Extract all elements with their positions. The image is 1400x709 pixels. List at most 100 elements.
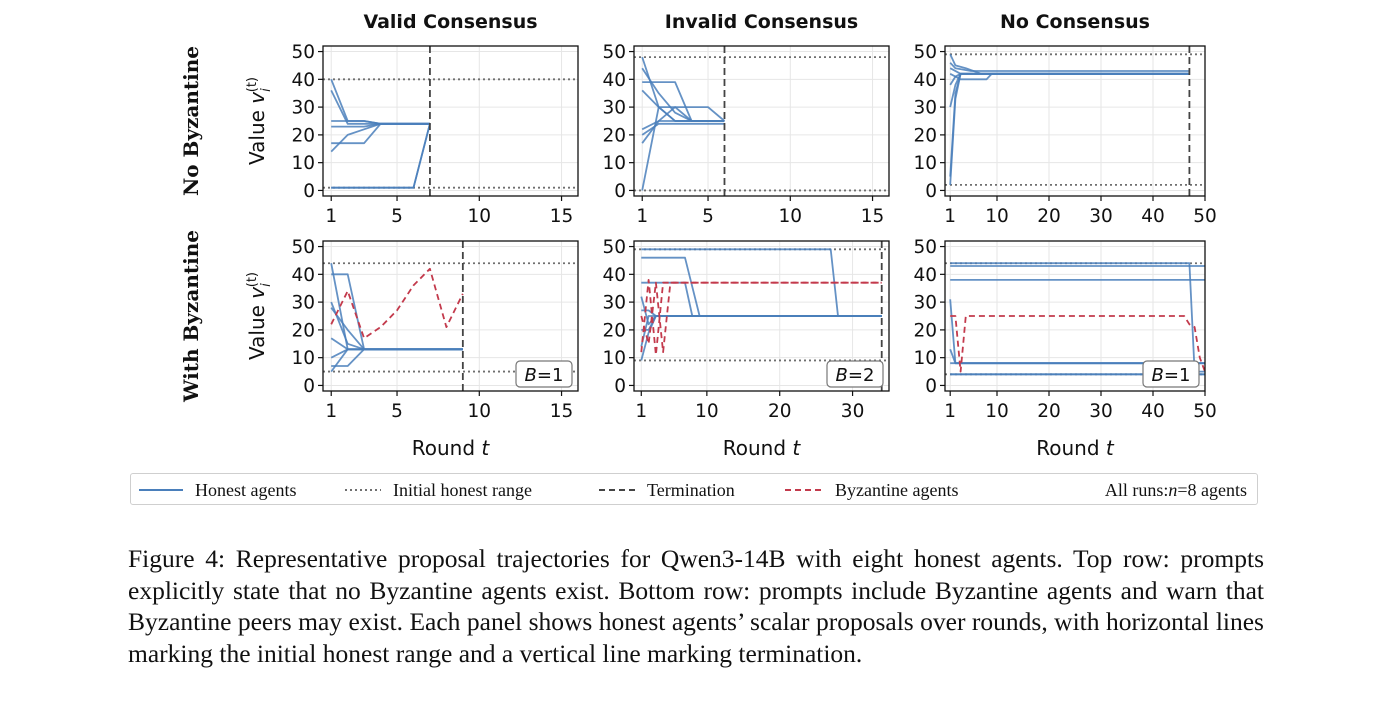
x-axis-label: Round t [412, 436, 491, 460]
panel-frame [322, 45, 579, 197]
panel-frame [944, 240, 1206, 392]
y-tick-label: 30 [913, 98, 937, 119]
column-title: Valid Consensus [363, 11, 537, 33]
honest-trajectory [640, 315, 882, 347]
y-axis-label-sup: (t) [245, 272, 260, 287]
badge-var: B [836, 365, 848, 386]
legend-label-termination: Termination [647, 479, 735, 500]
x-axis-label: Round t [1036, 436, 1115, 460]
y-tick-label: 40 [602, 70, 626, 91]
panel: 1 10 20 30 0 10 20 30 40 50 B=2 [602, 237, 890, 422]
panel: 1 10 20 30 40 50 0 10 20 30 40 50 [913, 42, 1216, 227]
x-axis-label-text: Round [723, 436, 793, 460]
y-tick-label: 50 [913, 42, 937, 63]
byzantine-trajectory [950, 315, 1205, 373]
byzantine-trajectory [640, 281, 882, 354]
panel-frame [633, 45, 890, 197]
byzantine-trajectory [330, 267, 464, 340]
y-tick-label: 10 [602, 153, 626, 174]
x-tick-label: 20 [768, 401, 792, 422]
x-tick-label: 50 [1193, 401, 1217, 422]
y-tick-label: 30 [291, 98, 315, 119]
x-tick-label: 30 [841, 401, 865, 422]
legend-swatch-range [345, 489, 381, 491]
byzantine-trajectory [640, 278, 882, 356]
legend-note-suffix: =8 agents [1177, 479, 1247, 500]
y-tick-label: 40 [913, 265, 937, 286]
legend-swatch-byzantine [785, 489, 823, 491]
x-tick-label: 1 [325, 401, 337, 422]
y-tick-label: 20 [602, 320, 626, 341]
panel-frame [322, 240, 579, 392]
honest-trajectory [641, 315, 882, 331]
x-tick-label: 20 [1037, 401, 1061, 422]
x-tick-label: 1 [944, 401, 956, 422]
x-axis-label-text: Round [1036, 436, 1106, 460]
x-tick-label: 10 [985, 401, 1009, 422]
honest-trajectory [641, 281, 882, 317]
x-tick-label: 5 [391, 401, 403, 422]
x-axis-label-var: t [481, 436, 490, 460]
y-axis-label-text: Value [245, 104, 269, 165]
x-tick-label: 10 [468, 401, 492, 422]
x-tick-label: 30 [1089, 401, 1113, 422]
y-axis-label-sup: (t) [245, 77, 260, 92]
plot-area [945, 262, 1205, 376]
badge-label: B=1 [525, 365, 564, 386]
honest-trajectory [641, 256, 882, 317]
badge-label: B=1 [1152, 365, 1191, 386]
y-tick-label: 20 [291, 320, 315, 341]
x-axis-label-var: t [792, 436, 801, 460]
legend-item-termination: Termination [599, 478, 735, 502]
y-tick-label: 0 [303, 376, 315, 397]
x-tick-label: 50 [1193, 206, 1217, 227]
x-axis-label: Round t [723, 436, 802, 460]
honest-trajectory [949, 72, 1190, 185]
y-tick-label: 20 [602, 125, 626, 146]
legend-item-honest: Honest agents [139, 478, 296, 502]
y-tick-label: 0 [614, 181, 626, 202]
y-tick-label: 50 [291, 237, 315, 258]
x-tick-label: 1 [636, 206, 648, 227]
x-axis-label-var: t [1106, 436, 1115, 460]
y-tick-label: 0 [925, 376, 937, 397]
x-tick-label: 20 [1037, 206, 1061, 227]
y-axis-label: Value vi(t) [245, 272, 274, 360]
figure-panels: Valid Consensus Invalid Consensus No Conse… [179, 11, 1217, 460]
legend-note-var: n [1168, 479, 1178, 500]
x-tick-label: 1 [944, 206, 956, 227]
x-tick-label: 15 [550, 401, 574, 422]
badge-label: B=2 [836, 365, 875, 386]
x-tick-label: 5 [702, 206, 714, 227]
row-label: No Byzantine [179, 46, 203, 196]
badge-box [515, 360, 573, 388]
x-tick-label: 10 [468, 206, 492, 227]
honest-trajectory [331, 123, 431, 189]
column-title: Invalid Consensus [665, 11, 858, 33]
honest-trajectory [330, 348, 463, 359]
honest-trajectory [949, 72, 1190, 177]
badge-value: =1 [537, 365, 564, 386]
y-tick-label: 30 [602, 98, 626, 119]
badge-value: =2 [848, 365, 875, 386]
y-tick-label: 50 [291, 42, 315, 63]
plot-area [634, 46, 889, 196]
honest-trajectory [330, 78, 430, 125]
x-tick-label: 1 [325, 206, 337, 227]
legend-label-byzantine: Byzantine agents [835, 479, 959, 500]
honest-trajectory [949, 62, 1190, 72]
y-tick-label: 10 [913, 153, 937, 174]
honest-trajectory [640, 315, 882, 361]
honest-trajectory [641, 89, 726, 122]
column-title: No Consensus [1000, 11, 1150, 33]
y-tick-label: 0 [614, 376, 626, 397]
y-tick-label: 40 [913, 70, 937, 91]
y-tick-label: 0 [303, 181, 315, 202]
y-tick-label: 10 [291, 348, 315, 369]
row-label: With Byzantine [179, 230, 203, 403]
panel-frame [944, 45, 1206, 197]
x-tick-label: 10 [695, 401, 719, 422]
